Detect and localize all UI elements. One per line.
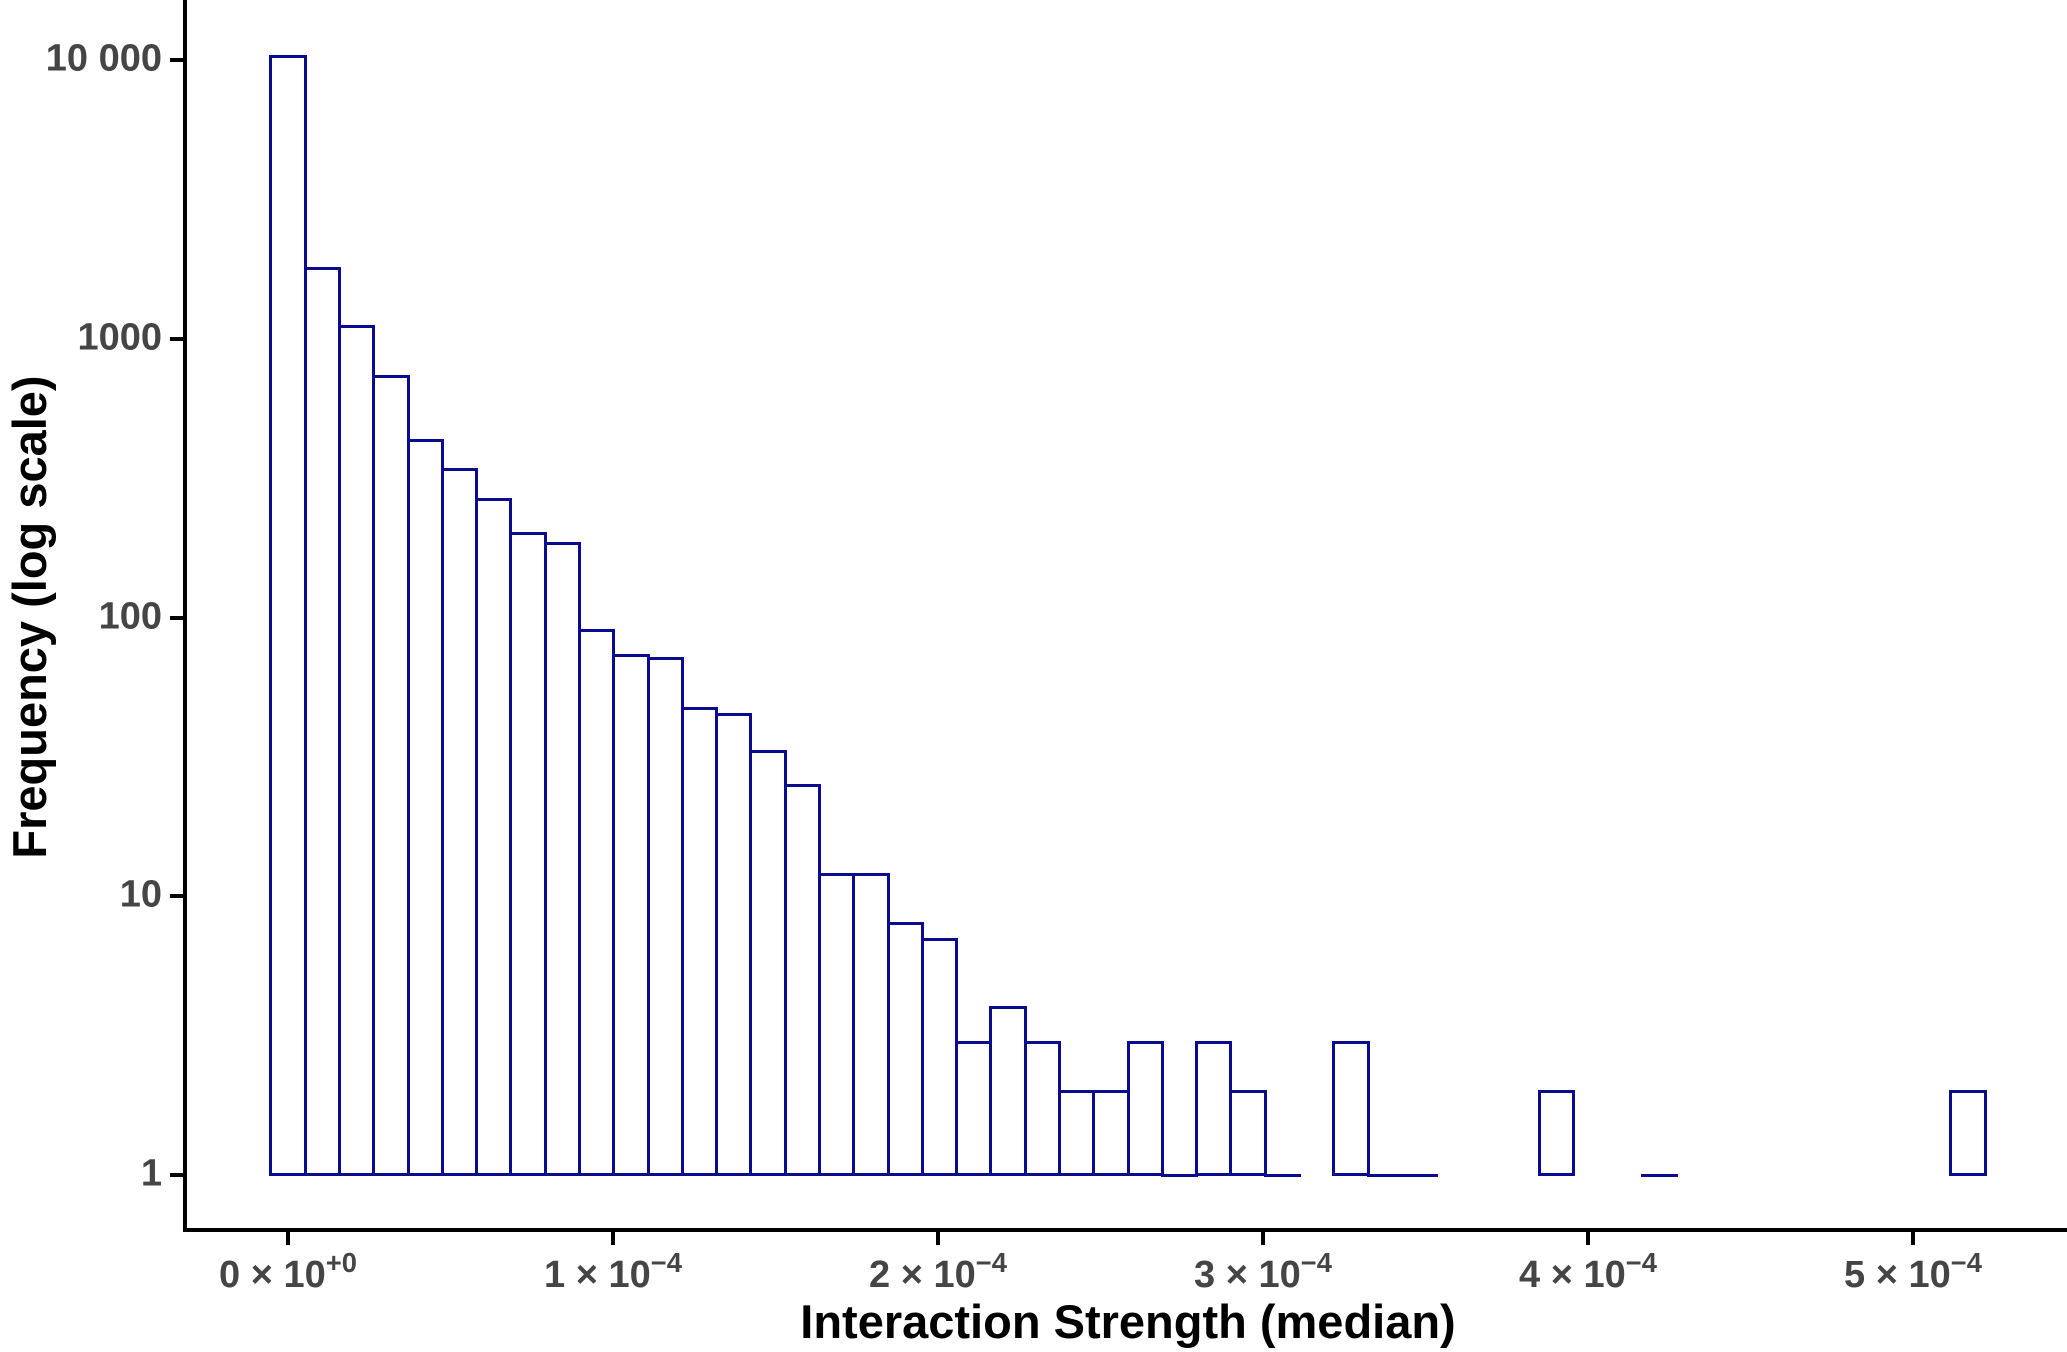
histogram-bar — [783, 783, 821, 1177]
x-tick-label-exponent: −4 — [1300, 1246, 1332, 1278]
y-tick-label: 1000 — [77, 316, 162, 359]
histogram-bar — [440, 467, 479, 1177]
histogram-bar — [1057, 1089, 1096, 1177]
x-tick-label-base: 4 × 10 — [1519, 1254, 1626, 1296]
y-tick-mark — [170, 615, 183, 620]
x-tick-label: 1 × 10−4 — [544, 1247, 682, 1297]
histogram-bar — [680, 707, 719, 1177]
y-tick-label: 100 — [98, 595, 162, 638]
histogram-bar — [749, 750, 787, 1177]
y-tick-label: 1 — [140, 1152, 162, 1195]
histogram-bar — [955, 1040, 993, 1177]
histogram-bar — [475, 498, 513, 1177]
x-tick-label-base: 0 × 10 — [219, 1254, 326, 1296]
x-tick-mark — [1586, 1232, 1590, 1245]
histogram-bar — [1023, 1040, 1061, 1177]
histogram-bar — [920, 937, 959, 1177]
y-tick-mark — [170, 336, 183, 341]
y-axis-line — [183, 0, 187, 1232]
histogram-bar — [1366, 1173, 1404, 1177]
x-tick-mark — [611, 1232, 615, 1245]
histogram-bar — [1229, 1089, 1267, 1177]
histogram-bar — [1332, 1040, 1370, 1177]
x-tick-label-exponent: −4 — [975, 1246, 1007, 1278]
x-tick-mark — [1911, 1232, 1915, 1245]
y-tick-label: 10 000 — [45, 37, 162, 80]
histogram-bar — [577, 628, 616, 1177]
histogram-bar — [337, 324, 376, 1177]
histogram-bar — [1263, 1173, 1301, 1177]
histogram-bar — [715, 712, 753, 1177]
histogram-bar — [406, 439, 444, 1177]
histogram-bar — [1949, 1089, 1987, 1177]
y-tick-label: 10 — [119, 873, 162, 916]
y-tick-mark — [170, 1173, 183, 1177]
x-tick-label-exponent: −4 — [1950, 1246, 1982, 1278]
x-tick-label-exponent: +0 — [325, 1246, 357, 1278]
x-axis-title: Interaction Strength (median) — [800, 1295, 1456, 1348]
histogram-bar — [817, 872, 856, 1177]
x-tick-label: 2 × 10−4 — [869, 1247, 1007, 1297]
x-tick-mark — [286, 1232, 290, 1245]
histogram-bar — [372, 375, 410, 1177]
x-tick-label-exponent: −4 — [650, 1246, 682, 1278]
histogram-bar — [543, 541, 581, 1177]
x-tick-mark — [936, 1232, 940, 1245]
histogram-bar — [1537, 1089, 1576, 1177]
histogram-bar — [1092, 1089, 1130, 1177]
histogram-bar — [852, 872, 890, 1177]
histogram-bar — [1126, 1040, 1164, 1177]
histogram-bar — [1640, 1173, 1679, 1177]
histogram-bar — [509, 532, 547, 1177]
x-tick-label: 4 × 10−4 — [1519, 1247, 1657, 1297]
y-tick-mark — [170, 894, 183, 899]
histogram-bar — [1400, 1173, 1439, 1177]
histogram-bar — [1160, 1173, 1199, 1177]
y-tick-mark — [170, 58, 183, 62]
histogram-bar — [269, 54, 307, 1177]
y-axis-title: Frequency (log scale) — [3, 375, 56, 859]
x-axis-line — [183, 1228, 2067, 1232]
x-tick-label-base: 1 × 10 — [544, 1254, 651, 1296]
histogram-bar — [303, 266, 341, 1177]
x-tick-label-base: 3 × 10 — [1194, 1254, 1301, 1296]
x-tick-label: 3 × 10−4 — [1194, 1247, 1332, 1297]
x-tick-label: 0 × 10+0 — [219, 1247, 357, 1297]
histogram-bar — [886, 921, 924, 1177]
x-tick-mark — [1261, 1232, 1265, 1245]
histogram-bar — [612, 654, 650, 1177]
histogram-bar — [1195, 1040, 1233, 1177]
histogram-bar — [989, 1005, 1027, 1177]
histogram-bar — [646, 657, 684, 1177]
x-tick-label-base: 5 × 10 — [1844, 1254, 1951, 1296]
x-tick-label: 5 × 10−4 — [1844, 1247, 1982, 1297]
x-tick-label-base: 2 × 10 — [869, 1254, 976, 1296]
x-tick-label-exponent: −4 — [1625, 1246, 1657, 1278]
